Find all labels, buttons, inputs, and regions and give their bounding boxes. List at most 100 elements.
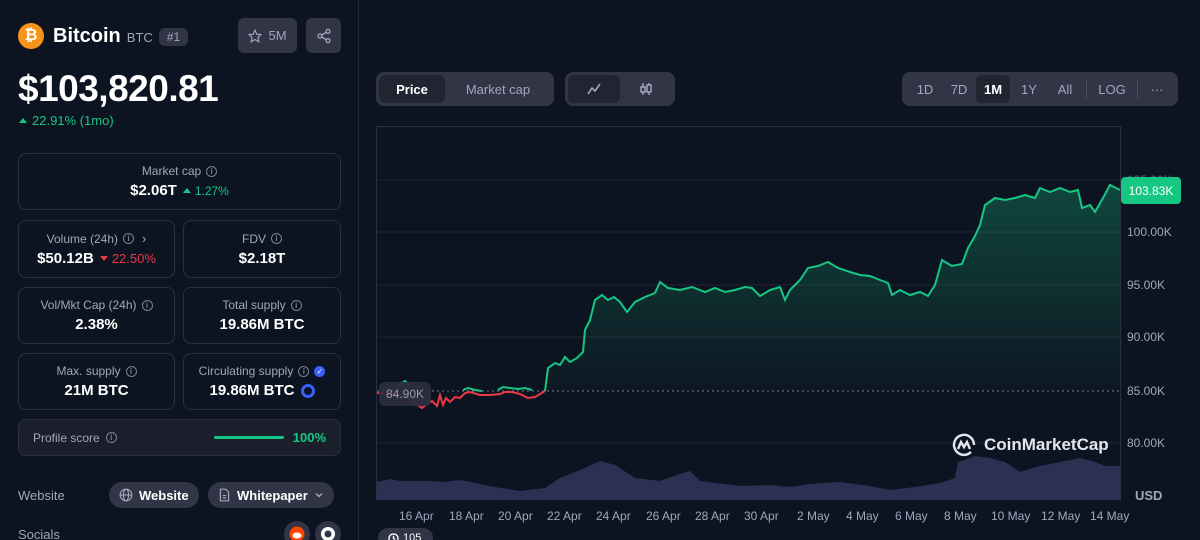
profile-score-value: 100%: [292, 430, 326, 445]
x-tick: 6 May: [895, 509, 928, 523]
chevron-right-icon: ›: [142, 231, 147, 246]
info-icon[interactable]: i: [105, 432, 117, 443]
coin-price: $103,820.81: [18, 68, 219, 109]
x-tick: 4 May: [846, 509, 879, 523]
chart-type-tabs: Price Market cap: [376, 72, 554, 106]
range-all[interactable]: All: [1057, 81, 1073, 97]
x-tick: 16 Apr: [399, 509, 434, 523]
price-change-value: 22.91% (1mo): [32, 113, 114, 128]
website-row-label: Website: [18, 488, 65, 503]
chevron-down-icon: [315, 492, 323, 498]
globe-icon: [119, 488, 133, 502]
profile-score-card: Profile score i 100%: [18, 419, 341, 456]
line-chart-button[interactable]: [568, 75, 620, 103]
y-tick-80k: 80.00K: [1127, 436, 1166, 450]
volume-label: Volume (24h): [46, 231, 119, 246]
volume-area: [377, 456, 1120, 500]
market-cap-label: Market cap: [141, 164, 202, 178]
supply-progress-ring-icon: [300, 383, 315, 398]
info-icon[interactable]: i: [290, 299, 302, 311]
total-supply-value: 19.86M BTC: [219, 316, 305, 333]
market-cap-change-value: 1.27%: [194, 183, 229, 198]
circulating-supply-value: 19.86M BTC: [209, 382, 295, 399]
x-tick: 14 May: [1090, 509, 1130, 523]
info-icon[interactable]: i: [298, 365, 310, 377]
panel-divider: [358, 0, 359, 540]
current-price-tag: 103.83K: [1121, 177, 1181, 204]
price-line-down: [376, 390, 546, 410]
coin-name: Bitcoin: [53, 24, 121, 47]
market-cap-card: Market cap i $2.06T 1.27%: [18, 153, 341, 210]
coin-header: ₿ Bitcoin BTC #1: [18, 23, 189, 49]
circulating-supply-label: Circulating supply: [198, 364, 294, 378]
chart-style-tabs: [565, 72, 675, 106]
candlestick-chart-button[interactable]: [620, 75, 672, 103]
share-icon: [316, 28, 331, 43]
coinmarketcap-watermark: CoinMarketCap: [951, 432, 1109, 458]
clock-icon: [388, 532, 399, 540]
candlestick-icon: [640, 83, 652, 95]
price-chart[interactable]: [376, 126, 1121, 500]
tab-market-cap[interactable]: Market cap: [465, 81, 531, 97]
max-supply-label: Max. supply: [56, 364, 121, 378]
volume-change-value: 22.50%: [111, 251, 156, 266]
log-scale-toggle[interactable]: LOG: [1098, 81, 1126, 97]
history-button[interactable]: 105: [378, 528, 433, 540]
share-button[interactable]: [306, 18, 341, 53]
volume-card[interactable]: Volume (24h) i › $50.12B 22.50%: [18, 220, 175, 278]
reference-price-tag: 84.90K: [379, 382, 431, 406]
range-1d[interactable]: 1D: [916, 81, 934, 97]
profile-score-bar: [213, 436, 284, 439]
info-icon[interactable]: i: [271, 233, 282, 244]
range-7d[interactable]: 7D: [950, 81, 968, 97]
reddit-link[interactable]: [284, 521, 310, 540]
separator: [1137, 80, 1138, 98]
fdv-label: FDV: [242, 231, 266, 246]
currency-label: USD: [1135, 488, 1163, 503]
caret-up-icon: [19, 118, 27, 123]
socials-row-label: Socials: [18, 527, 60, 540]
info-icon[interactable]: i: [141, 299, 153, 311]
x-tick: 12 May: [1041, 509, 1081, 523]
x-tick: 30 Apr: [744, 509, 779, 523]
max-supply-value: 21M BTC: [64, 382, 129, 399]
y-tick-95k: 95.00K: [1127, 278, 1166, 292]
x-tick: 22 Apr: [547, 509, 582, 523]
document-icon: [219, 488, 230, 502]
caret-down-icon: [99, 256, 108, 261]
price-line-up: [544, 183, 1121, 392]
y-tick-100k: 100.00K: [1127, 225, 1172, 239]
star-icon: [248, 28, 263, 43]
website-button[interactable]: Website: [109, 482, 199, 508]
volume-change: 22.50%: [99, 251, 156, 266]
info-icon[interactable]: i: [123, 233, 135, 244]
range-1m[interactable]: 1M: [976, 75, 1010, 103]
fdv-card: FDV i $2.18T: [183, 220, 341, 278]
x-tick: 2 May: [797, 509, 830, 523]
circulating-supply-card: Circulating supply i ✓ 19.86M BTC: [183, 353, 341, 410]
x-tick: 24 Apr: [596, 509, 631, 523]
more-options-button[interactable]: ···: [1150, 81, 1164, 97]
price-line-up: [462, 386, 483, 392]
x-tick: 10 May: [991, 509, 1031, 523]
tab-price[interactable]: Price: [379, 75, 445, 103]
max-supply-card: Max. supply i 21M BTC: [18, 353, 175, 410]
caret-up-icon: [182, 188, 191, 193]
watchlist-count: 5M: [268, 28, 287, 43]
range-1y[interactable]: 1Y: [1021, 81, 1037, 97]
info-icon[interactable]: i: [206, 165, 218, 177]
history-count: 105: [403, 532, 422, 540]
vol-mkt-cap-label: Vol/Mkt Cap (24h): [40, 298, 137, 312]
watchlist-button[interactable]: 5M: [238, 18, 297, 53]
rank-badge: #1: [158, 28, 189, 46]
x-tick: 26 Apr: [646, 509, 681, 523]
price-area: [545, 185, 1120, 390]
separator: [1086, 80, 1087, 98]
info-icon[interactable]: i: [125, 365, 137, 377]
whitepaper-dropdown[interactable]: Whitepaper: [208, 482, 334, 508]
coin-stats-panel: ₿ Bitcoin BTC #1 5M $103,820.81 22.91% (…: [0, 0, 358, 540]
github-link[interactable]: [315, 521, 341, 540]
x-tick: 18 Apr: [449, 509, 484, 523]
x-tick: 8 May: [944, 509, 977, 523]
volume-value: $50.12B: [37, 250, 94, 267]
